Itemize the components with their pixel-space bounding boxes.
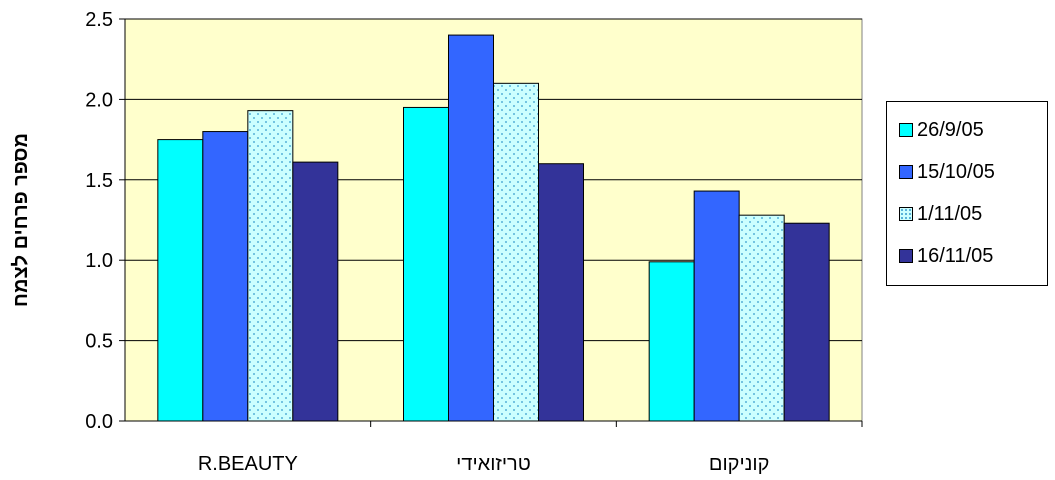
bar <box>648 261 695 422</box>
tick-labels: 0.0 0.5 1.0 1.5 2.0 2.5 R.BEAUTY טריזואידי קוניק… <box>85 9 769 475</box>
bar <box>247 110 294 422</box>
legend-label: 16/11/05 <box>917 244 994 267</box>
bar <box>292 161 339 422</box>
legend-swatch <box>899 249 913 263</box>
bar <box>157 139 204 422</box>
y-tick-label: 1.5 <box>85 170 113 192</box>
bar <box>202 131 249 422</box>
bars <box>157 34 830 422</box>
x-tick-label: טריזואידי <box>456 453 531 475</box>
x-tick-label: R.BEAUTY <box>198 453 298 475</box>
x-tick-label: קוניקום <box>709 453 770 475</box>
axes <box>119 18 863 427</box>
bar <box>448 34 494 422</box>
y-axis-label: מספר פרחים לצמח <box>10 133 32 307</box>
legend-item: 15/10/05 <box>899 160 995 183</box>
bar <box>738 214 785 422</box>
legend-item: 1/11/05 <box>899 202 983 225</box>
legend-swatch <box>899 123 913 137</box>
y-tick-label: 0.5 <box>85 331 113 353</box>
legend-swatch <box>899 207 913 221</box>
legend-item: 16/11/05 <box>899 244 994 267</box>
legend-label: 26/9/05 <box>917 118 984 141</box>
bar <box>693 190 740 422</box>
legend-item: 26/9/05 <box>899 118 984 141</box>
bar <box>493 82 539 422</box>
bar <box>783 222 830 422</box>
legend-label: 1/11/05 <box>917 202 983 225</box>
legend: 26/9/05 15/10/05 1/11/05 16/11/05 <box>886 101 1048 286</box>
y-tick-label: 0.0 <box>85 411 113 433</box>
bar <box>403 106 449 422</box>
bar <box>538 163 584 422</box>
legend-label: 15/10/05 <box>917 160 995 183</box>
y-tick-label: 1.0 <box>85 250 113 272</box>
legend-swatch <box>899 165 913 179</box>
y-tick-label: 2.0 <box>85 89 113 111</box>
y-tick-label: 2.5 <box>85 9 113 31</box>
